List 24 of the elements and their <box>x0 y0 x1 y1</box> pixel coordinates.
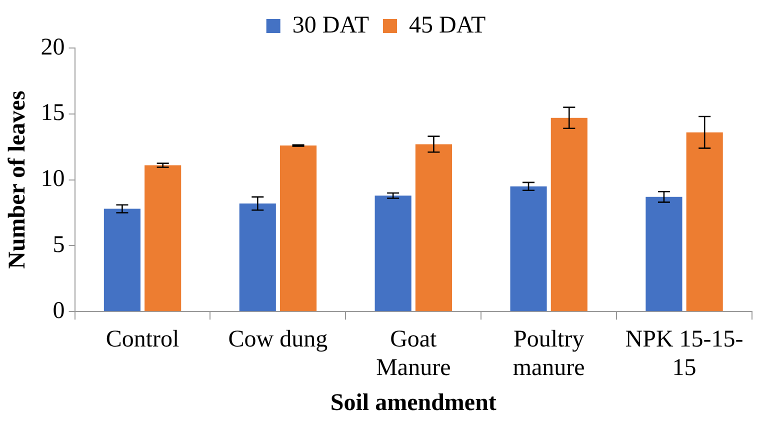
x-tick-label: Control <box>106 326 180 352</box>
y-tick-label: 5 <box>52 232 65 258</box>
x-tick-label: Goat Manure <box>376 326 451 382</box>
bar <box>646 196 682 312</box>
y-axis-title: Number of leaves <box>4 90 31 269</box>
x-tick-label: Cow dung <box>228 326 328 352</box>
bar <box>510 186 547 312</box>
bar <box>550 118 588 312</box>
legend-label: 30 DAT <box>292 12 370 38</box>
bar <box>374 196 412 312</box>
bar <box>280 146 317 312</box>
y-tick-label: 20 <box>40 34 65 60</box>
bar <box>415 144 452 312</box>
x-axis-title: Soil amendment <box>330 390 496 416</box>
x-tick-label: NPK 15-15-15 <box>625 326 744 382</box>
y-tick-label: 0 <box>52 298 65 324</box>
bar <box>239 204 276 312</box>
bar <box>144 165 182 312</box>
legend-label: 45 DAT <box>409 12 486 38</box>
x-tick-label: Poultry manure <box>512 326 585 382</box>
y-tick-label: 15 <box>40 100 65 126</box>
bar <box>686 132 723 312</box>
bar <box>104 208 140 312</box>
y-tick-label: 10 <box>40 166 65 192</box>
